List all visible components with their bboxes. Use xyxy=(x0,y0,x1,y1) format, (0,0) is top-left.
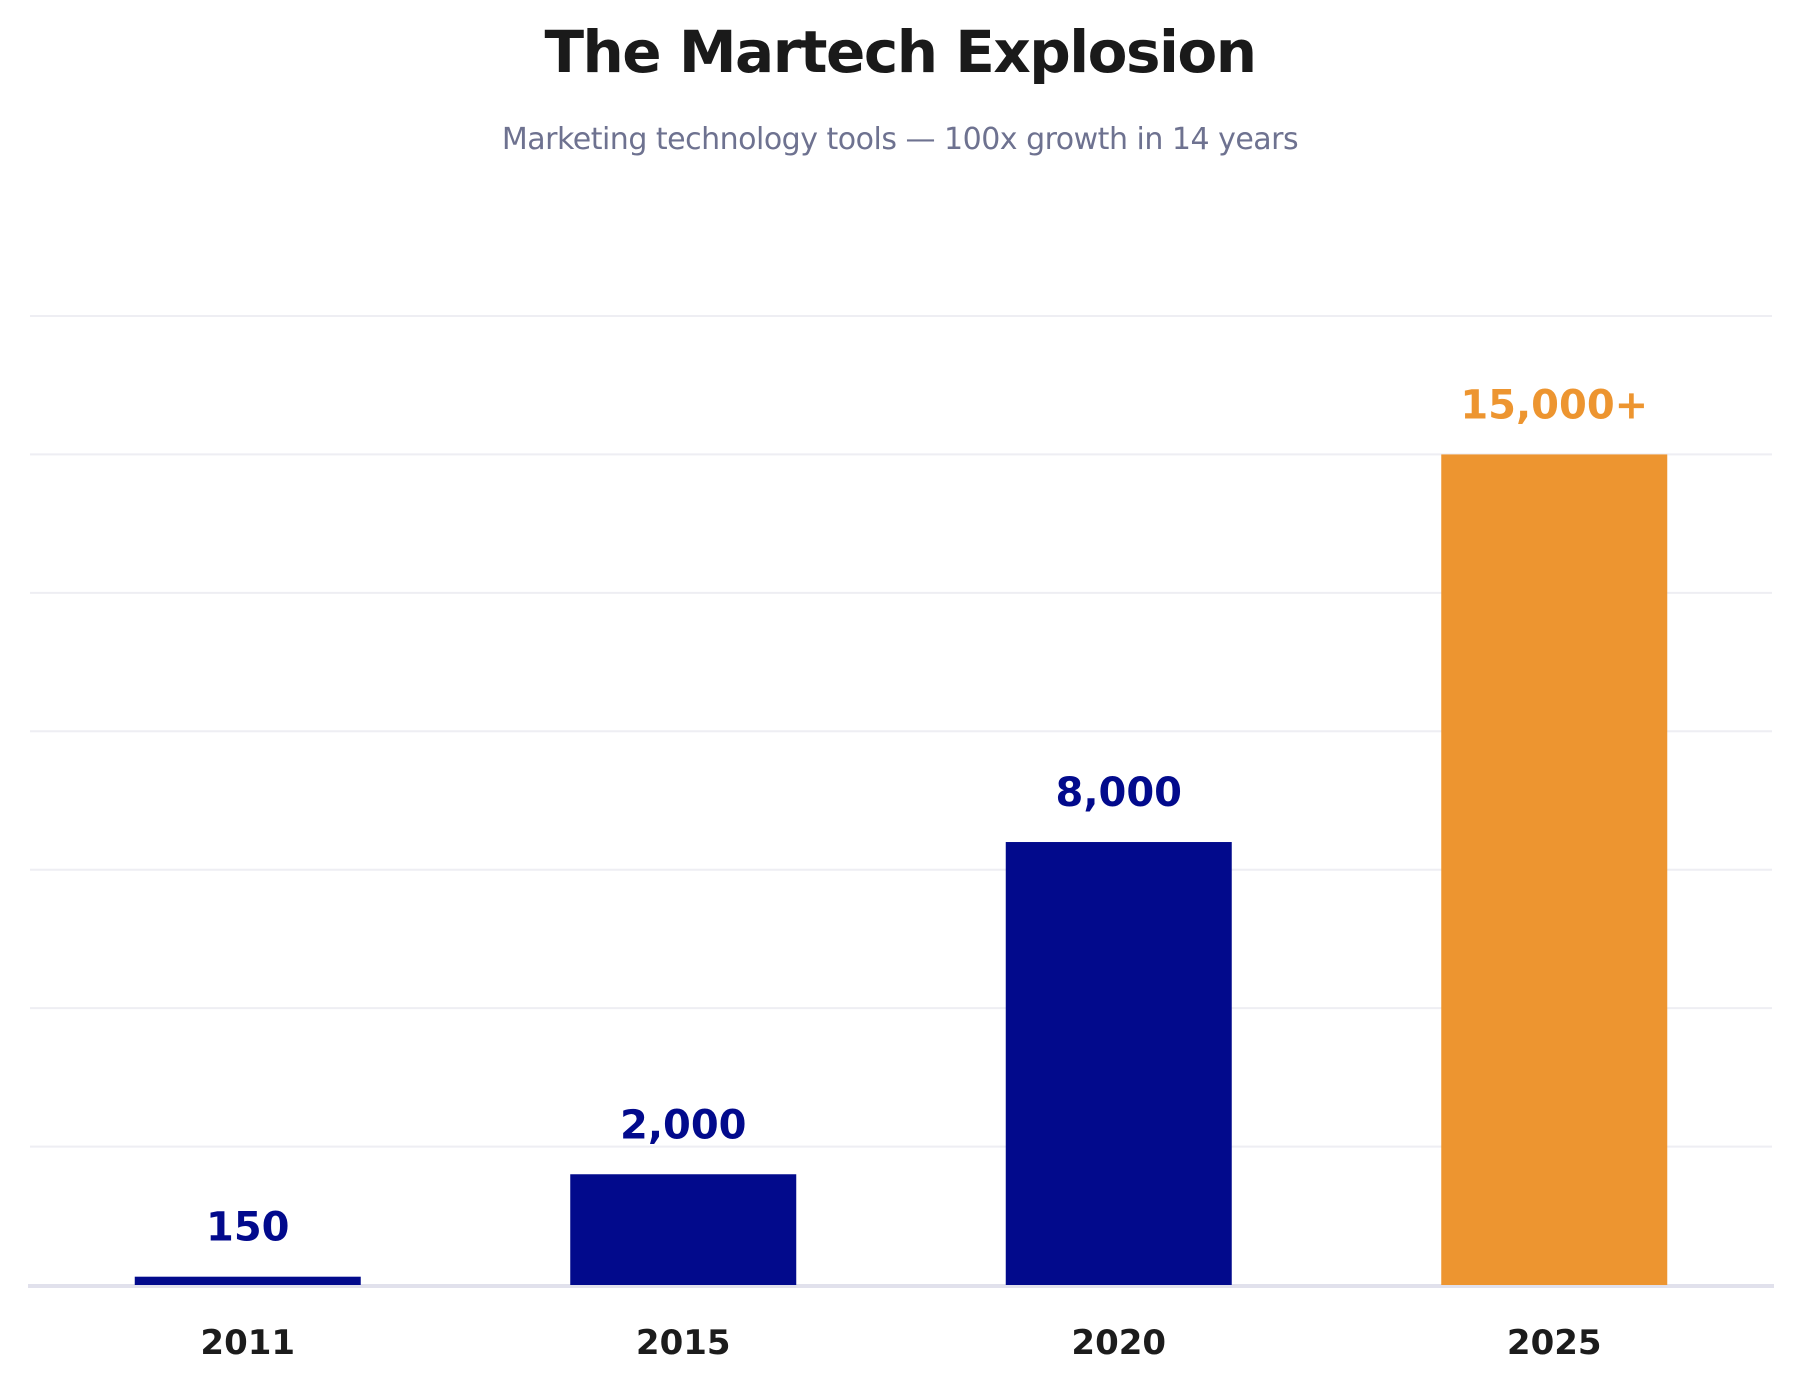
x-tick-label-2025: 2025 xyxy=(1507,1323,1602,1363)
bar-2011 xyxy=(134,1276,361,1285)
bar-2015 xyxy=(570,1174,797,1285)
x-tick-label-2011: 2011 xyxy=(200,1323,295,1363)
chart-subtitle: Marketing technology tools — 100x growth… xyxy=(501,122,1299,157)
data-label-2020: 8,000 xyxy=(1055,770,1182,816)
x-tick-label-2015: 2015 xyxy=(636,1323,731,1363)
data-label-2011: 150 xyxy=(206,1205,290,1251)
x-tick-label-2020: 2020 xyxy=(1071,1323,1166,1363)
chart-title: The Martech Explosion xyxy=(544,18,1257,86)
data-label-2015: 2,000 xyxy=(620,1102,747,1148)
bar-2020 xyxy=(1005,842,1232,1285)
bar-2025 xyxy=(1441,454,1668,1285)
data-label-2025: 15,000+ xyxy=(1460,382,1648,428)
